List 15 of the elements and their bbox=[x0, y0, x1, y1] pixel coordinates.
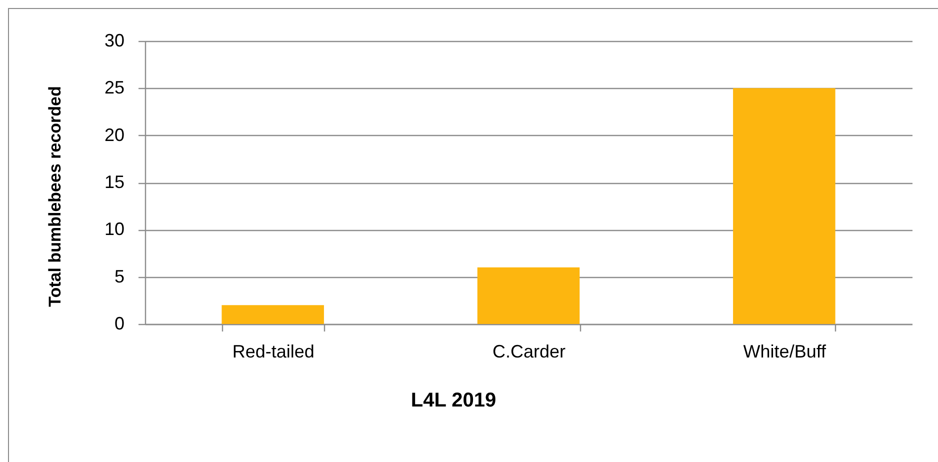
y-tick-label: 25 bbox=[104, 78, 124, 98]
y-tick-label: 0 bbox=[114, 314, 124, 334]
x-tick-label: White/Buff bbox=[743, 342, 828, 362]
y-tick-label: 20 bbox=[104, 124, 124, 145]
y-tick-label: 5 bbox=[114, 266, 124, 286]
y-tick-label: 15 bbox=[104, 172, 124, 192]
bar bbox=[222, 305, 324, 324]
x-tick-label: C.Carder bbox=[492, 342, 566, 362]
x-axis-title: L4L 2019 bbox=[410, 390, 496, 412]
y-tick-label: 10 bbox=[104, 219, 124, 240]
bar bbox=[477, 267, 580, 324]
x-tick-label: Red-tailed bbox=[232, 342, 314, 362]
y-axis-title: Total bumblebees recorded bbox=[46, 86, 64, 307]
bar bbox=[733, 88, 836, 324]
y-tick-label: 30 bbox=[104, 30, 124, 50]
